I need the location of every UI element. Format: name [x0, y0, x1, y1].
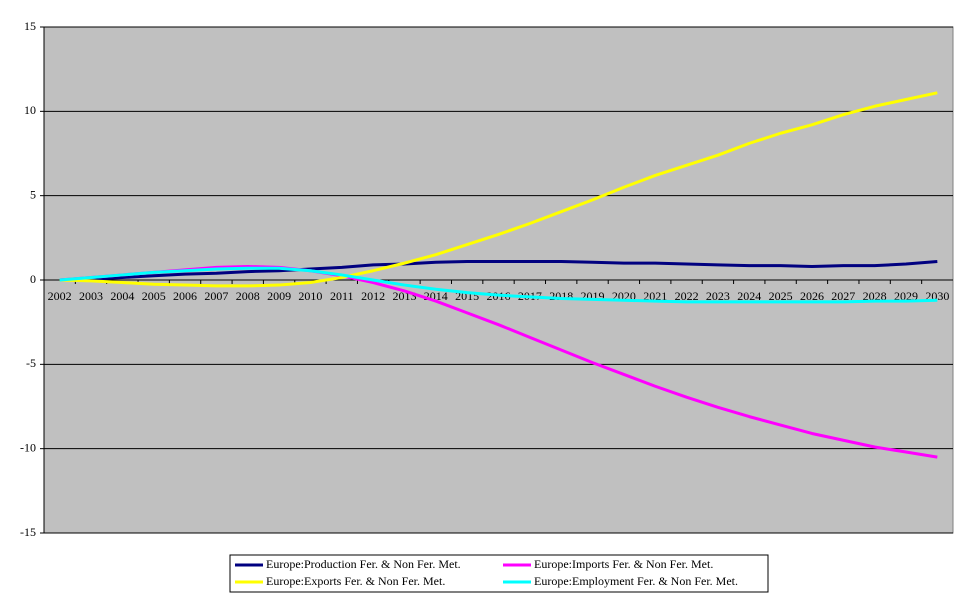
x-tick-label: 2029 — [894, 289, 918, 303]
y-tick-label: -5 — [26, 356, 36, 370]
y-tick-label: 5 — [30, 187, 36, 201]
x-tick-label: 2005 — [142, 289, 166, 303]
legend-label: Europe:Exports Fer. & Non Fer. Met. — [266, 574, 445, 588]
x-tick-label: 2011 — [330, 289, 354, 303]
x-tick-label: 2006 — [173, 289, 197, 303]
x-tick-label: 2026 — [800, 289, 824, 303]
x-tick-label: 2012 — [361, 289, 385, 303]
x-tick-label: 2025 — [769, 289, 793, 303]
x-tick-label: 2010 — [298, 289, 322, 303]
x-tick-label: 2021 — [643, 289, 667, 303]
x-tick-label: 2028 — [863, 289, 887, 303]
y-tick-label: -10 — [20, 440, 36, 454]
series-line — [59, 91, 938, 288]
y-tick-label: -15 — [20, 525, 36, 539]
x-tick-label: 2002 — [48, 289, 72, 303]
x-tick-label: 2027 — [831, 289, 855, 303]
x-tick-label: 2004 — [110, 289, 134, 303]
legend-label: Europe:Employment Fer. & Non Fer. Met. — [534, 574, 738, 588]
legend-label: Europe:Production Fer. & Non Fer. Met. — [266, 557, 461, 571]
x-tick-label: 2023 — [706, 289, 730, 303]
series-line — [59, 266, 938, 304]
x-tick-label: 2024 — [737, 289, 761, 303]
y-tick-label: 15 — [24, 19, 36, 33]
x-tick-label: 2007 — [204, 289, 228, 303]
legend-label: Europe:Imports Fer. & Non Fer. Met. — [534, 557, 713, 571]
legend-box — [229, 554, 769, 593]
series-line — [59, 259, 938, 282]
x-tick-label: 2018 — [549, 289, 573, 303]
x-tick-label: 2003 — [79, 289, 103, 303]
x-tick-label: 2008 — [236, 289, 260, 303]
y-tick-label: 10 — [24, 103, 36, 117]
x-tick-label: 2009 — [267, 289, 291, 303]
y-tick-label: 0 — [30, 272, 36, 286]
x-tick-label: 2022 — [675, 289, 699, 303]
